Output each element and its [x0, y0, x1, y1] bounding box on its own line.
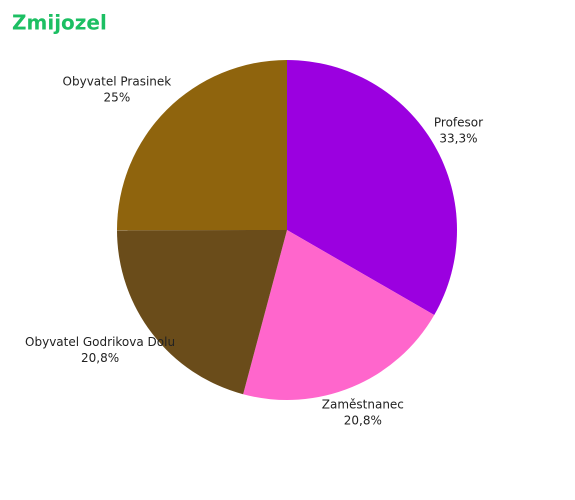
- slice-value-label: 20,8%: [81, 351, 119, 365]
- slice-label: Zaměstnanec: [322, 397, 404, 411]
- slice-value-label: 20,8%: [344, 413, 382, 427]
- pie-slice: [287, 60, 457, 315]
- pie-slice: [117, 230, 287, 395]
- slice-label: Obyvatel Prasinek: [63, 75, 172, 89]
- slice-value-label: 33,3%: [439, 132, 477, 146]
- slice-label: Profesor: [434, 116, 483, 130]
- pie-slice: [243, 230, 435, 401]
- pie-slice: [117, 60, 287, 231]
- slice-label: Obyvatel Godrikova Dolu: [25, 335, 175, 349]
- chart-title: Zmijozel: [12, 11, 107, 35]
- slice-value-label: 25%: [104, 91, 131, 105]
